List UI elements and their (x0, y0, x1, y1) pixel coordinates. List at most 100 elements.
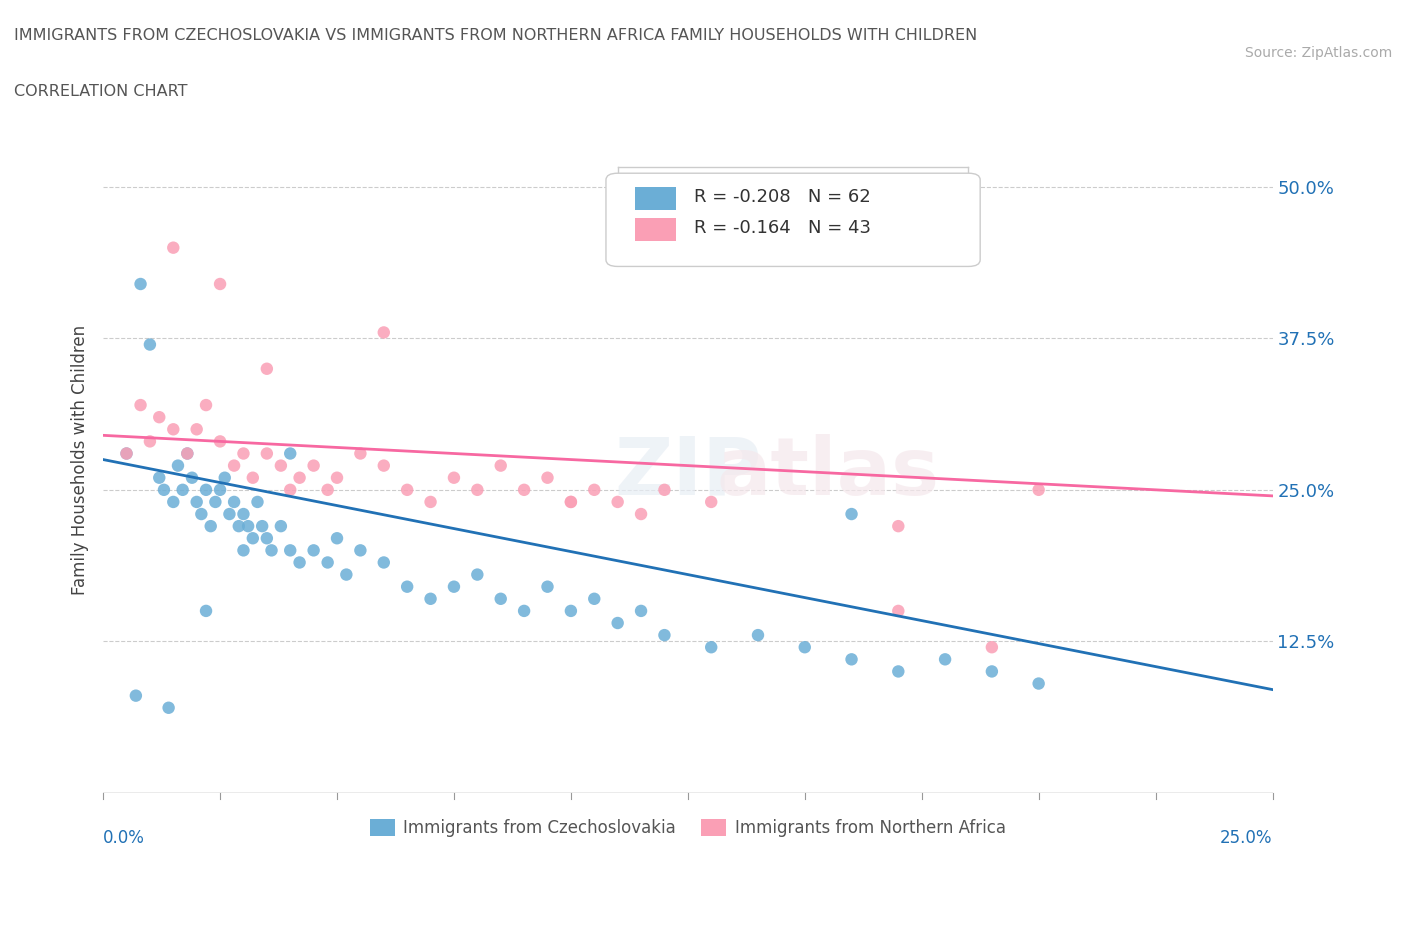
Point (186, 422, 208, 437)
Point (218, 507, 240, 522)
Text: IMMIGRANTS FROM CZECHOSLOVAKIA VS IMMIGRANTS FROM NORTHERN AFRICA FAMILY HOUSEHO: IMMIGRANTS FROM CZECHOSLOVAKIA VS IMMIGR… (14, 28, 977, 43)
Point (195, 398, 218, 413)
Point (115, 446, 138, 461)
Point (489, 458, 512, 473)
Point (204, 495, 226, 510)
Point (209, 276, 232, 291)
Point (443, 471, 465, 485)
Point (335, 567, 357, 582)
Point (148, 471, 170, 485)
Point (443, 579, 465, 594)
Point (176, 446, 198, 461)
Point (465, 483, 488, 498)
Point (115, 446, 138, 461)
Point (153, 483, 176, 498)
Point (583, 591, 606, 606)
Point (181, 471, 204, 485)
Point (560, 495, 582, 510)
Point (256, 531, 278, 546)
Point (349, 446, 371, 461)
Legend: Immigrants from Czechoslovakia, Immigrants from Northern Africa: Immigrants from Czechoslovakia, Immigran… (364, 813, 1012, 844)
Point (278, 543, 301, 558)
Point (209, 483, 232, 498)
Point (232, 507, 254, 522)
Point (465, 567, 488, 582)
Point (373, 555, 395, 570)
Point (256, 446, 278, 461)
Text: CORRELATION CHART: CORRELATION CHART (14, 84, 187, 99)
Point (129, 398, 152, 413)
Point (630, 604, 652, 618)
Point (278, 446, 301, 461)
Point (129, 276, 152, 291)
Point (887, 519, 910, 534)
Y-axis label: Family Households with Children: Family Households with Children (72, 325, 89, 594)
Point (841, 507, 863, 522)
Point (288, 471, 311, 485)
Point (980, 664, 1002, 679)
Point (654, 628, 676, 643)
Point (326, 531, 349, 546)
Point (139, 337, 162, 352)
Point (396, 579, 419, 594)
Point (224, 458, 246, 473)
Text: 25.0%: 25.0% (1220, 830, 1272, 847)
Text: R = -0.164   N = 43: R = -0.164 N = 43 (693, 219, 870, 237)
Point (419, 495, 441, 510)
Point (316, 483, 339, 498)
Point (190, 507, 212, 522)
Point (148, 410, 170, 425)
Point (172, 483, 194, 498)
Point (700, 640, 723, 655)
Point (630, 507, 652, 522)
Point (270, 519, 292, 534)
Point (1028, 676, 1050, 691)
Point (887, 604, 910, 618)
Point (606, 495, 628, 510)
Point (288, 555, 311, 570)
Point (841, 652, 863, 667)
Text: Source: ZipAtlas.com: Source: ZipAtlas.com (1244, 46, 1392, 60)
Point (270, 458, 292, 473)
FancyBboxPatch shape (636, 187, 676, 210)
Point (167, 458, 190, 473)
Point (396, 483, 419, 498)
Point (236, 519, 259, 534)
Point (242, 471, 264, 485)
Point (419, 591, 441, 606)
Point (583, 483, 606, 498)
Point (214, 471, 236, 485)
Point (195, 604, 218, 618)
Point (1028, 483, 1050, 498)
Point (260, 543, 283, 558)
Point (373, 458, 395, 473)
Point (256, 362, 278, 377)
Point (232, 543, 254, 558)
Text: R = -0.208   N = 62: R = -0.208 N = 62 (693, 188, 870, 206)
Point (209, 434, 232, 449)
Point (887, 664, 910, 679)
Point (747, 628, 769, 643)
Point (162, 240, 184, 255)
Point (536, 471, 558, 485)
Point (934, 652, 956, 667)
Point (793, 640, 815, 655)
Point (302, 458, 325, 473)
Text: ZIP: ZIP (614, 434, 762, 512)
Point (195, 483, 218, 498)
Point (536, 579, 558, 594)
Point (316, 555, 339, 570)
Point (224, 495, 246, 510)
Point (349, 543, 371, 558)
Text: R =: R = (693, 188, 733, 206)
FancyBboxPatch shape (636, 218, 676, 241)
Point (513, 483, 536, 498)
Point (228, 519, 250, 534)
Point (125, 688, 148, 703)
Point (373, 325, 395, 339)
Point (139, 434, 162, 449)
Point (186, 495, 208, 510)
Point (242, 531, 264, 546)
Point (700, 495, 723, 510)
Point (326, 471, 349, 485)
